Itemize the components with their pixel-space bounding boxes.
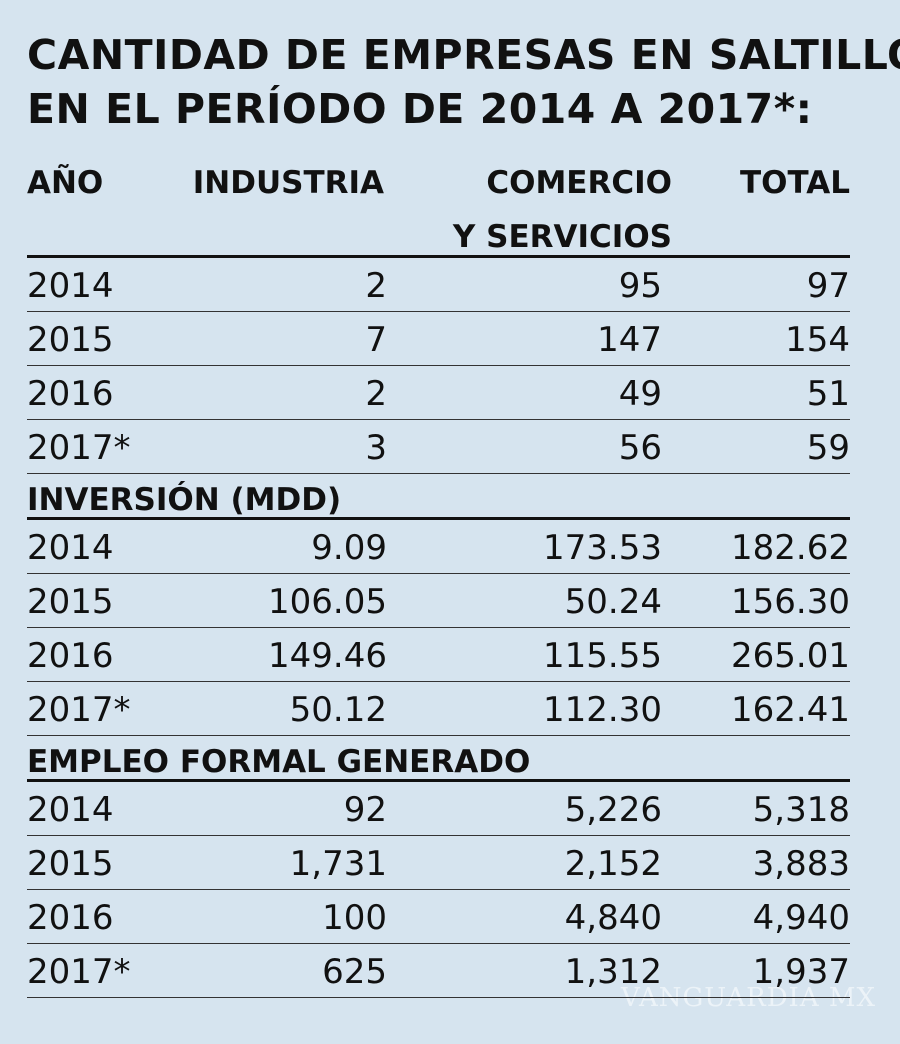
table-row: 2015 106.05 50.24 156.30 bbox=[27, 574, 850, 628]
industry-cell: 7 bbox=[365, 320, 387, 360]
industry-cell: 9.09 bbox=[311, 528, 387, 568]
table-row: 2016 149.46 115.55 265.01 bbox=[27, 628, 850, 682]
commerce-cell: 95 bbox=[618, 266, 662, 306]
year-cell: 2015 bbox=[27, 582, 114, 622]
industry-cell: 2 bbox=[365, 266, 387, 306]
row-divider bbox=[27, 735, 850, 736]
industry-cell: 1,731 bbox=[289, 844, 387, 884]
commerce-cell: 49 bbox=[618, 374, 662, 414]
total-cell: 59 bbox=[806, 428, 850, 468]
year-cell: 2016 bbox=[27, 636, 114, 676]
total-cell: 97 bbox=[806, 266, 850, 306]
industry-cell: 3 bbox=[365, 428, 387, 468]
total-cell: 4,940 bbox=[752, 898, 850, 938]
commerce-cell: 2,152 bbox=[564, 844, 662, 884]
commerce-cell: 173.53 bbox=[543, 528, 662, 568]
table-row: 2016 100 4,840 4,940 bbox=[27, 890, 850, 944]
industry-cell: 100 bbox=[322, 898, 387, 938]
section-rule bbox=[27, 517, 850, 520]
row-divider bbox=[27, 473, 850, 474]
header-commerce-line1: COMERCIO bbox=[486, 165, 672, 201]
row-divider bbox=[27, 573, 850, 574]
total-cell: 51 bbox=[806, 374, 850, 414]
table-row: 2015 1,731 2,152 3,883 bbox=[27, 836, 850, 890]
table-row: 2017* 3 56 59 bbox=[27, 420, 850, 474]
row-divider bbox=[27, 997, 850, 998]
commerce-cell: 5,226 bbox=[564, 790, 662, 830]
title-line-1: CANTIDAD DE EMPRESAS EN SALTILLO bbox=[27, 31, 900, 79]
total-cell: 5,318 bbox=[752, 790, 850, 830]
industry-cell: 149.46 bbox=[268, 636, 387, 676]
year-cell: 2016 bbox=[27, 898, 114, 938]
year-cell: 2015 bbox=[27, 320, 114, 360]
total-cell: 162.41 bbox=[731, 690, 850, 730]
year-cell: 2016 bbox=[27, 374, 114, 414]
total-cell: 156.30 bbox=[731, 582, 850, 622]
total-cell: 3,883 bbox=[752, 844, 850, 884]
table-row: 2015 7 147 154 bbox=[27, 312, 850, 366]
commerce-cell: 147 bbox=[597, 320, 662, 360]
title-line-2: EN EL PERÍODO DE 2014 A 2017*: bbox=[27, 85, 813, 133]
year-cell: 2017* bbox=[27, 428, 131, 468]
year-cell: 2014 bbox=[27, 790, 114, 830]
commerce-cell: 4,840 bbox=[564, 898, 662, 938]
year-cell: 2017* bbox=[27, 952, 131, 992]
header-total: TOTAL bbox=[740, 165, 850, 201]
industry-cell: 106.05 bbox=[268, 582, 387, 622]
year-cell: 2015 bbox=[27, 844, 114, 884]
table-row: 2017* 625 1,312 1,937 bbox=[27, 944, 850, 998]
year-cell: 2014 bbox=[27, 266, 114, 306]
table-row: 2016 2 49 51 bbox=[27, 366, 850, 420]
section-rule bbox=[27, 779, 850, 782]
row-divider bbox=[27, 835, 850, 836]
industry-cell: 50.12 bbox=[289, 690, 387, 730]
table-row: 2014 9.09 173.53 182.62 bbox=[27, 520, 850, 574]
chart-title: CANTIDAD DE EMPRESAS EN SALTILLO EN EL P… bbox=[27, 28, 900, 136]
section-title: EMPLEO FORMAL GENERADO bbox=[27, 744, 531, 780]
total-cell: 265.01 bbox=[731, 636, 850, 676]
industry-cell: 625 bbox=[322, 952, 387, 992]
total-cell: 154 bbox=[785, 320, 850, 360]
row-divider bbox=[27, 627, 850, 628]
row-divider bbox=[27, 681, 850, 682]
row-divider bbox=[27, 889, 850, 890]
header-industry: INDUSTRIA bbox=[192, 165, 384, 201]
row-divider bbox=[27, 419, 850, 420]
industry-cell: 2 bbox=[365, 374, 387, 414]
commerce-cell: 112.30 bbox=[543, 690, 662, 730]
table-row: 2017* 50.12 112.30 162.41 bbox=[27, 682, 850, 736]
total-cell: 182.62 bbox=[731, 528, 850, 568]
row-divider bbox=[27, 365, 850, 366]
total-cell: 1,937 bbox=[752, 952, 850, 992]
table-row: 2014 2 95 97 bbox=[27, 258, 850, 312]
commerce-cell: 56 bbox=[618, 428, 662, 468]
row-divider bbox=[27, 311, 850, 312]
header-commerce-line2: Y SERVICIOS bbox=[452, 219, 672, 255]
year-cell: 2014 bbox=[27, 528, 114, 568]
year-cell: 2017* bbox=[27, 690, 131, 730]
commerce-cell: 1,312 bbox=[564, 952, 662, 992]
header-year: AÑO bbox=[27, 165, 104, 201]
header-rule bbox=[27, 255, 850, 258]
table-row: 2014 92 5,226 5,318 bbox=[27, 782, 850, 836]
watermark: VANGUARDIA MX bbox=[620, 983, 876, 1013]
section-title: INVERSIÓN (MDD) bbox=[27, 482, 342, 518]
commerce-cell: 115.55 bbox=[543, 636, 662, 676]
row-divider bbox=[27, 943, 850, 944]
industry-cell: 92 bbox=[343, 790, 387, 830]
commerce-cell: 50.24 bbox=[564, 582, 662, 622]
